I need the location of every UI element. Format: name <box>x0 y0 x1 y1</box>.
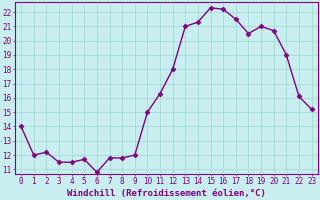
X-axis label: Windchill (Refroidissement éolien,°C): Windchill (Refroidissement éolien,°C) <box>67 189 266 198</box>
